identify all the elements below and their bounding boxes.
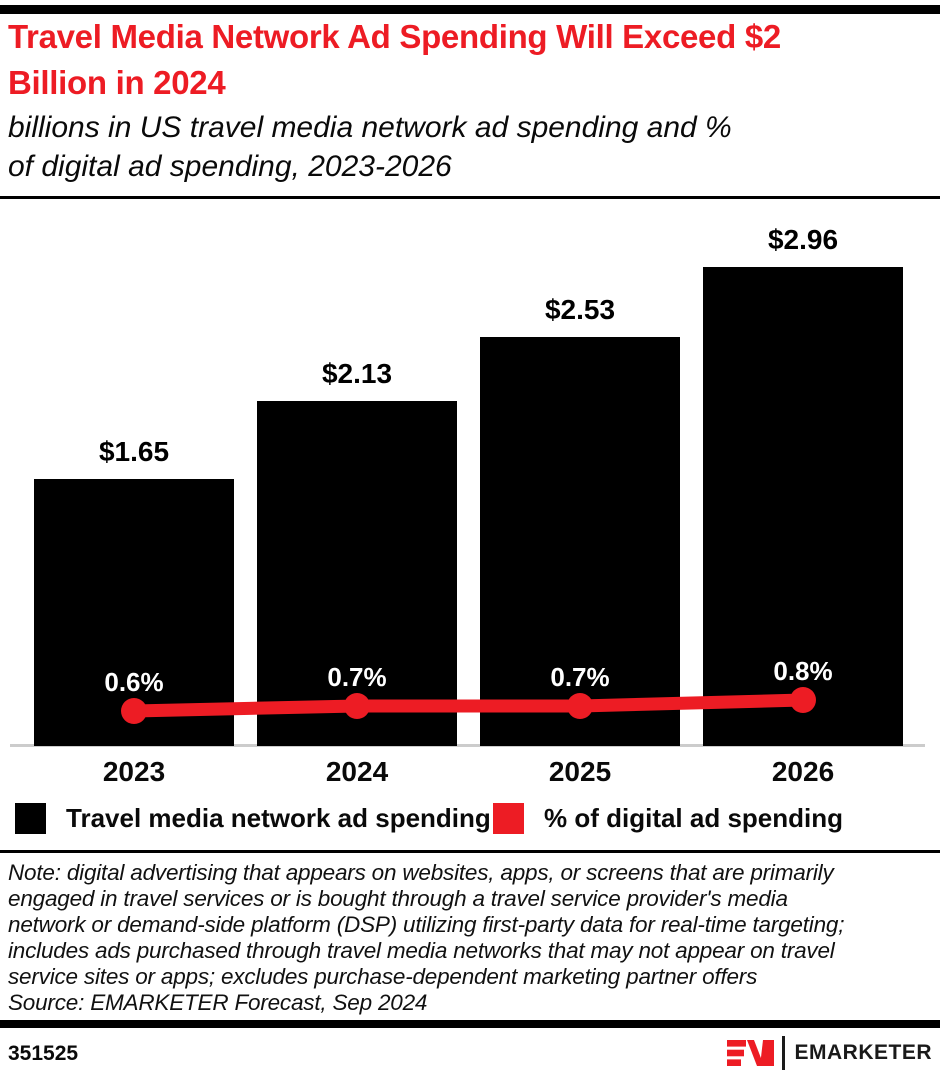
top-accent-bar (0, 5, 940, 14)
subtitle-line-1: billions in US travel media network ad s… (8, 111, 732, 144)
legend-item-line-series: % of digital ad spending (493, 802, 843, 834)
footer-divider (0, 1020, 940, 1028)
legend-label-bar-series: Travel media network ad spending (66, 802, 491, 833)
legend-swatch-red (493, 802, 524, 834)
bar-2025 (480, 337, 680, 746)
chart-id-number: 351525 (8, 1042, 79, 1065)
note-line-4: includes ads purchased through travel me… (8, 938, 835, 963)
bar-value-label-2025: $2.53 (544, 294, 616, 325)
title-line-2: Billion in 2024 (8, 64, 226, 101)
page-title: Travel Media Network Ad Spending Will Ex… (8, 14, 932, 106)
pct-label-2023: 0.6% (104, 667, 164, 697)
note-line-5: service sites or apps; excludes purchase… (8, 964, 758, 989)
x-axis-label-2024: 2024 (325, 756, 389, 787)
bar-value-label-2024: $2.13 (321, 358, 393, 389)
bar-2024 (257, 401, 457, 746)
x-axis-label-2023: 2023 (102, 756, 166, 787)
emarketer-wordmark: EMARKETER (794, 1041, 932, 1064)
bar-value-label-2026: $2.96 (767, 224, 839, 255)
x-axis-label-2026: 2026 (771, 756, 835, 787)
pct-label-2024: 0.7% (327, 662, 387, 692)
bar-2023 (34, 479, 234, 746)
pct-label-2026: 0.8% (773, 656, 833, 686)
note-divider (0, 850, 940, 853)
note-line-2: engaged in travel services or is bought … (8, 886, 788, 911)
bar-2026 (703, 267, 903, 746)
legend-swatch-black (15, 802, 46, 834)
footnote: Note: digital advertising that appears o… (8, 860, 936, 1016)
x-axis-label-2025: 2025 (548, 756, 612, 787)
chart-subtitle: billions in US travel media network ad s… (8, 108, 932, 186)
note-line-1: Note: digital advertising that appears o… (8, 860, 834, 885)
subtitle-line-2: of digital ad spending, 2023-2026 (8, 150, 452, 183)
emarketer-monogram-icon (727, 1040, 775, 1066)
pct-label-2025: 0.7% (550, 662, 610, 692)
legend-label-line-series: % of digital ad spending (544, 802, 843, 833)
header-divider (0, 196, 940, 199)
emarketer-logo: EMARKETER (727, 1036, 932, 1070)
logo-divider (782, 1036, 786, 1070)
title-line-1: Travel Media Network Ad Spending Will Ex… (8, 18, 781, 55)
note-line-3: network or demand-side platform (DSP) ut… (8, 912, 845, 937)
bar-value-label-2023: $1.65 (98, 436, 170, 467)
legend-item-bar-series: Travel media network ad spending (15, 802, 491, 834)
x-axis-line (10, 744, 925, 747)
source-line: Source: EMARKETER Forecast, Sep 2024 (8, 990, 428, 1015)
